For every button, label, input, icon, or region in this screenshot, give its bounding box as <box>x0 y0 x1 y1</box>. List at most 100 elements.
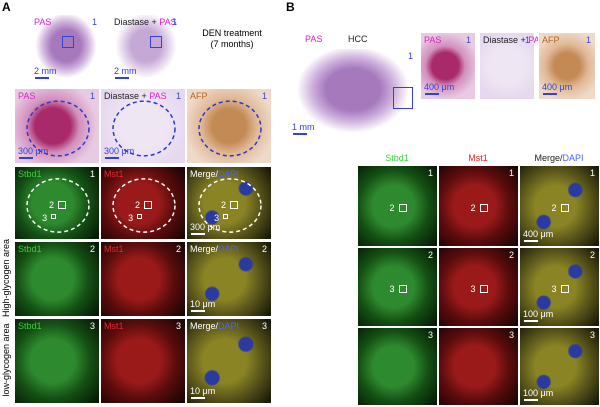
image-panel: PAS 1 300 μm <box>14 88 100 164</box>
scale-bar <box>191 310 205 312</box>
scale-bar <box>293 133 307 135</box>
label-part: Stbd1 <box>385 153 409 163</box>
region-number: 1 <box>524 35 530 45</box>
outline <box>26 100 90 157</box>
roi-box <box>144 201 152 209</box>
roi-box <box>62 36 74 48</box>
region-number: 3 <box>175 321 181 331</box>
label-part: Merge/ <box>190 169 219 179</box>
scale-label: 10 μm <box>190 299 216 309</box>
scale-label: 300 μm <box>18 146 49 156</box>
scale-label: 400 μm <box>424 82 455 92</box>
scale-label: 2 mm <box>114 66 137 76</box>
region-number: 2 <box>261 244 267 254</box>
scale-bar <box>105 157 119 159</box>
scale-bar <box>425 93 439 95</box>
roi-number: 3 <box>551 284 557 294</box>
roi-box <box>150 36 162 48</box>
channel-header: Mst1 <box>438 153 518 163</box>
stain-label: Stbd1 <box>18 244 42 254</box>
dashed-outline <box>112 178 176 233</box>
roi-box <box>479 285 488 293</box>
treatment-duration: (7 months) <box>210 39 254 49</box>
stain-label: PAS <box>424 35 441 45</box>
label-part: Merge/ <box>190 244 219 254</box>
scale-bar <box>35 77 49 79</box>
outline <box>198 178 262 233</box>
stain-label: Diastase + PAS <box>104 91 167 101</box>
label-part: Merge/ <box>534 153 563 163</box>
region-number: 2 <box>175 244 181 254</box>
region-number: 3 <box>508 330 514 340</box>
image-panel: Mst1 3 <box>100 318 186 404</box>
region-number: 1 <box>407 51 413 61</box>
dashed-outline <box>26 100 90 157</box>
image-panel: PAS 1 2 mm <box>30 14 102 84</box>
stain-label: Mst1 <box>104 169 124 179</box>
overview-title: HCC <box>348 34 368 44</box>
channel-header: Merge/DAPI <box>519 153 599 163</box>
roi-box <box>398 285 407 293</box>
roi-box <box>137 214 143 220</box>
roi-box <box>560 204 569 212</box>
label-part: PAS <box>149 91 167 101</box>
stain-label: Diastase + PAS <box>483 35 546 45</box>
image-panel: PAS 1 400 μm <box>420 32 476 100</box>
region-number: 1 <box>589 168 595 178</box>
scale-label: 100 μm <box>523 309 554 319</box>
roi-number: 3 <box>214 213 220 224</box>
scale-label: 400 μm <box>542 82 573 92</box>
region-number: 1 <box>89 91 95 101</box>
roi-number: 2 <box>135 200 141 210</box>
stain-label: Diastase + PAS <box>114 17 177 27</box>
region-number: 1 <box>91 17 97 27</box>
stain-label: Merge/DAPI <box>190 169 239 179</box>
label-part: Mst1 <box>468 153 488 163</box>
label-part: PAS <box>34 17 52 27</box>
region-number: 1 <box>171 17 177 27</box>
label-part: Stbd1 <box>18 169 42 179</box>
region-number: 2 <box>427 250 433 260</box>
treatment: DEN treatment (7 months) <box>192 28 272 50</box>
label-part: DAPI <box>218 244 240 254</box>
scale-bar <box>524 240 538 242</box>
outline <box>112 100 176 157</box>
panel-letter: B <box>286 0 295 14</box>
label-part: Stbd1 <box>18 244 42 254</box>
dashed-outline <box>112 100 176 157</box>
image-panel: Diastase + PAS 1 300 μm <box>100 88 186 164</box>
image-panel: Merge/DAPI 2 10 μm <box>186 241 272 317</box>
label-part: Mst1 <box>104 169 124 179</box>
image-panel: 3 <box>357 327 438 406</box>
stain-label: PAS <box>34 17 51 27</box>
roi-box <box>398 204 407 212</box>
scale-label: 300 μm <box>104 146 135 156</box>
scale-bar <box>115 77 129 79</box>
scale-label: 1 mm <box>292 122 315 132</box>
row-label: low-glycogen area <box>1 323 11 397</box>
roi-box <box>230 201 238 209</box>
roi-box <box>393 87 413 109</box>
roi-number: 2 <box>470 203 476 213</box>
label-part: Diastase + <box>483 35 529 45</box>
label-part: PAS <box>18 91 36 101</box>
treatment-line: DEN treatment <box>202 28 262 38</box>
scale-bar <box>543 93 557 95</box>
image-panel: AFP 1 <box>186 88 272 164</box>
scale-label: 400 μm <box>523 229 554 239</box>
roi-box <box>560 285 569 293</box>
region-number: 3 <box>261 321 267 331</box>
label-part: DAPI <box>218 321 240 331</box>
scale-bar <box>524 320 538 322</box>
region-number: 3 <box>89 321 95 331</box>
label-part: Mst1 <box>104 244 124 254</box>
panel-letter: A <box>2 0 11 14</box>
image-panel: 3 100 μm <box>519 327 600 406</box>
dashed-outline <box>198 100 262 157</box>
roi-number: 2 <box>389 203 395 213</box>
image-panel: Mst1 2 3 <box>100 166 186 240</box>
image-panel: Stbd1 3 <box>14 318 100 404</box>
